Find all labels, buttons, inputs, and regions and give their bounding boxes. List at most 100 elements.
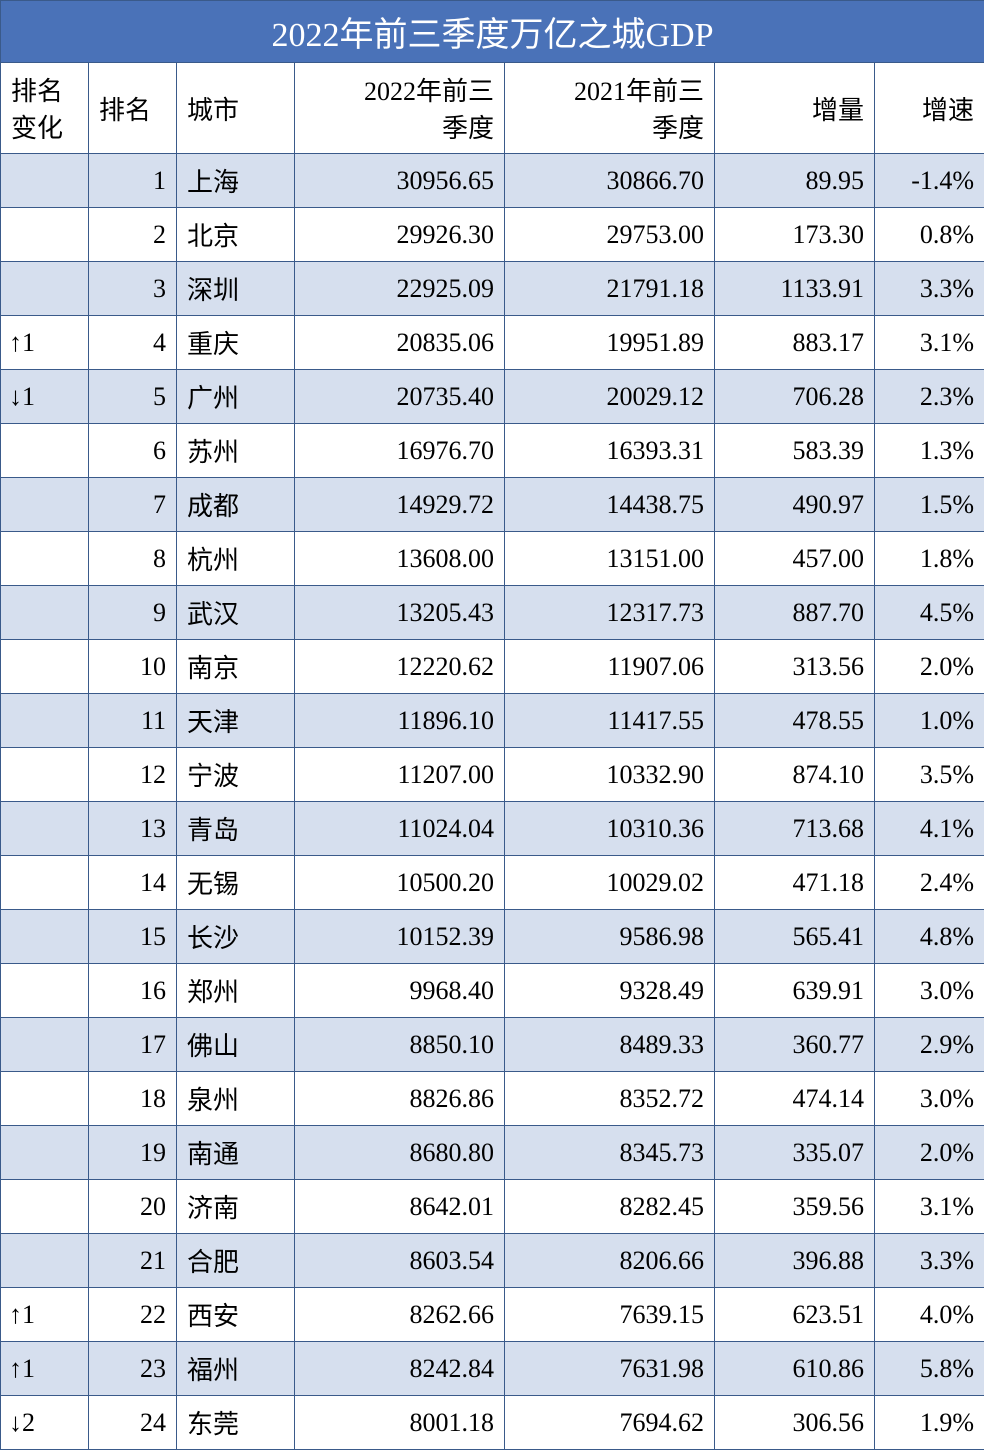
cell-rank: 7 xyxy=(89,478,177,532)
table-row: 18泉州8826.868352.72474.143.0% xyxy=(1,1072,984,1126)
cell-q2021: 7631.98 xyxy=(505,1342,715,1396)
cell-q2021: 7639.15 xyxy=(505,1288,715,1342)
cell-city: 长沙 xyxy=(177,910,295,964)
gdp-table-container: 2022年前三季度万亿之城GDP 排名变化 排名 城市 2022年前三季度 20… xyxy=(0,0,984,1450)
cell-rank: 22 xyxy=(89,1288,177,1342)
cell-growth: 4.1% xyxy=(875,802,984,856)
cell-q2021: 16393.31 xyxy=(505,424,715,478)
cell-city: 深圳 xyxy=(177,262,295,316)
cell-incr: 639.91 xyxy=(715,964,875,1018)
cell-rank-change: ↓2 xyxy=(1,1396,89,1450)
cell-rank-change xyxy=(1,748,89,802)
cell-rank: 14 xyxy=(89,856,177,910)
cell-incr: 874.10 xyxy=(715,748,875,802)
cell-incr: 565.41 xyxy=(715,910,875,964)
table-row: 15长沙10152.399586.98565.414.8% xyxy=(1,910,984,964)
cell-rank: 15 xyxy=(89,910,177,964)
cell-rank: 24 xyxy=(89,1396,177,1450)
header-rank: 排名 xyxy=(89,63,177,154)
cell-city: 青岛 xyxy=(177,802,295,856)
cell-incr: 89.95 xyxy=(715,154,875,208)
header-city: 城市 xyxy=(177,63,295,154)
gdp-table: 2022年前三季度万亿之城GDP 排名变化 排名 城市 2022年前三季度 20… xyxy=(0,0,984,1450)
cell-city: 无锡 xyxy=(177,856,295,910)
cell-q2022: 12220.62 xyxy=(295,640,505,694)
cell-rank-change xyxy=(1,802,89,856)
cell-rank-change: ↑1 xyxy=(1,1342,89,1396)
cell-rank: 1 xyxy=(89,154,177,208)
cell-growth: 1.3% xyxy=(875,424,984,478)
cell-rank-change xyxy=(1,1018,89,1072)
cell-city: 武汉 xyxy=(177,586,295,640)
table-row: 7成都14929.7214438.75490.971.5% xyxy=(1,478,984,532)
cell-growth: 3.0% xyxy=(875,964,984,1018)
cell-rank: 18 xyxy=(89,1072,177,1126)
cell-incr: 713.68 xyxy=(715,802,875,856)
cell-rank: 10 xyxy=(89,640,177,694)
cell-incr: 306.56 xyxy=(715,1396,875,1450)
cell-incr: 474.14 xyxy=(715,1072,875,1126)
cell-rank: 3 xyxy=(89,262,177,316)
cell-q2021: 9586.98 xyxy=(505,910,715,964)
cell-q2022: 8603.54 xyxy=(295,1234,505,1288)
cell-city: 苏州 xyxy=(177,424,295,478)
cell-q2022: 14929.72 xyxy=(295,478,505,532)
cell-rank: 19 xyxy=(89,1126,177,1180)
cell-incr: 335.07 xyxy=(715,1126,875,1180)
cell-incr: 1133.91 xyxy=(715,262,875,316)
cell-q2022: 8850.10 xyxy=(295,1018,505,1072)
cell-rank: 12 xyxy=(89,748,177,802)
cell-q2022: 13205.43 xyxy=(295,586,505,640)
cell-q2022: 8826.86 xyxy=(295,1072,505,1126)
cell-growth: 3.1% xyxy=(875,1180,984,1234)
cell-q2022: 11024.04 xyxy=(295,802,505,856)
cell-q2021: 8345.73 xyxy=(505,1126,715,1180)
cell-growth: 2.4% xyxy=(875,856,984,910)
cell-rank: 13 xyxy=(89,802,177,856)
cell-incr: 610.86 xyxy=(715,1342,875,1396)
cell-incr: 883.17 xyxy=(715,316,875,370)
table-row: 12宁波11207.0010332.90874.103.5% xyxy=(1,748,984,802)
cell-q2022: 16976.70 xyxy=(295,424,505,478)
cell-rank: 11 xyxy=(89,694,177,748)
header-incr: 增量 xyxy=(715,63,875,154)
cell-city: 上海 xyxy=(177,154,295,208)
cell-q2021: 29753.00 xyxy=(505,208,715,262)
cell-rank: 4 xyxy=(89,316,177,370)
cell-incr: 478.55 xyxy=(715,694,875,748)
cell-growth: 1.8% xyxy=(875,532,984,586)
header-growth: 增速 xyxy=(875,63,984,154)
table-row: 6苏州16976.7016393.31583.391.3% xyxy=(1,424,984,478)
cell-growth: 4.8% xyxy=(875,910,984,964)
cell-q2022: 8262.66 xyxy=(295,1288,505,1342)
table-row: 19南通8680.808345.73335.072.0% xyxy=(1,1126,984,1180)
cell-q2022: 8642.01 xyxy=(295,1180,505,1234)
cell-rank: 2 xyxy=(89,208,177,262)
cell-rank: 8 xyxy=(89,532,177,586)
cell-city: 南通 xyxy=(177,1126,295,1180)
cell-growth: 0.8% xyxy=(875,208,984,262)
cell-growth: 3.1% xyxy=(875,316,984,370)
table-row: 14无锡10500.2010029.02471.182.4% xyxy=(1,856,984,910)
cell-growth: 3.3% xyxy=(875,262,984,316)
cell-city: 佛山 xyxy=(177,1018,295,1072)
cell-q2021: 8352.72 xyxy=(505,1072,715,1126)
table-row: ↓224东莞8001.187694.62306.561.9% xyxy=(1,1396,984,1450)
cell-growth: 1.5% xyxy=(875,478,984,532)
cell-growth: 1.9% xyxy=(875,1396,984,1450)
cell-q2021: 20029.12 xyxy=(505,370,715,424)
table-row: 9武汉13205.4312317.73887.704.5% xyxy=(1,586,984,640)
cell-q2021: 10310.36 xyxy=(505,802,715,856)
cell-city: 天津 xyxy=(177,694,295,748)
cell-q2021: 30866.70 xyxy=(505,154,715,208)
table-row: ↓15广州20735.4020029.12706.282.3% xyxy=(1,370,984,424)
cell-incr: 623.51 xyxy=(715,1288,875,1342)
cell-rank-change xyxy=(1,424,89,478)
table-row: 8杭州13608.0013151.00457.001.8% xyxy=(1,532,984,586)
cell-rank-change xyxy=(1,208,89,262)
cell-rank-change xyxy=(1,1234,89,1288)
cell-growth: 4.0% xyxy=(875,1288,984,1342)
table-title: 2022年前三季度万亿之城GDP xyxy=(1,1,984,63)
cell-city: 广州 xyxy=(177,370,295,424)
cell-rank-change: ↓1 xyxy=(1,370,89,424)
